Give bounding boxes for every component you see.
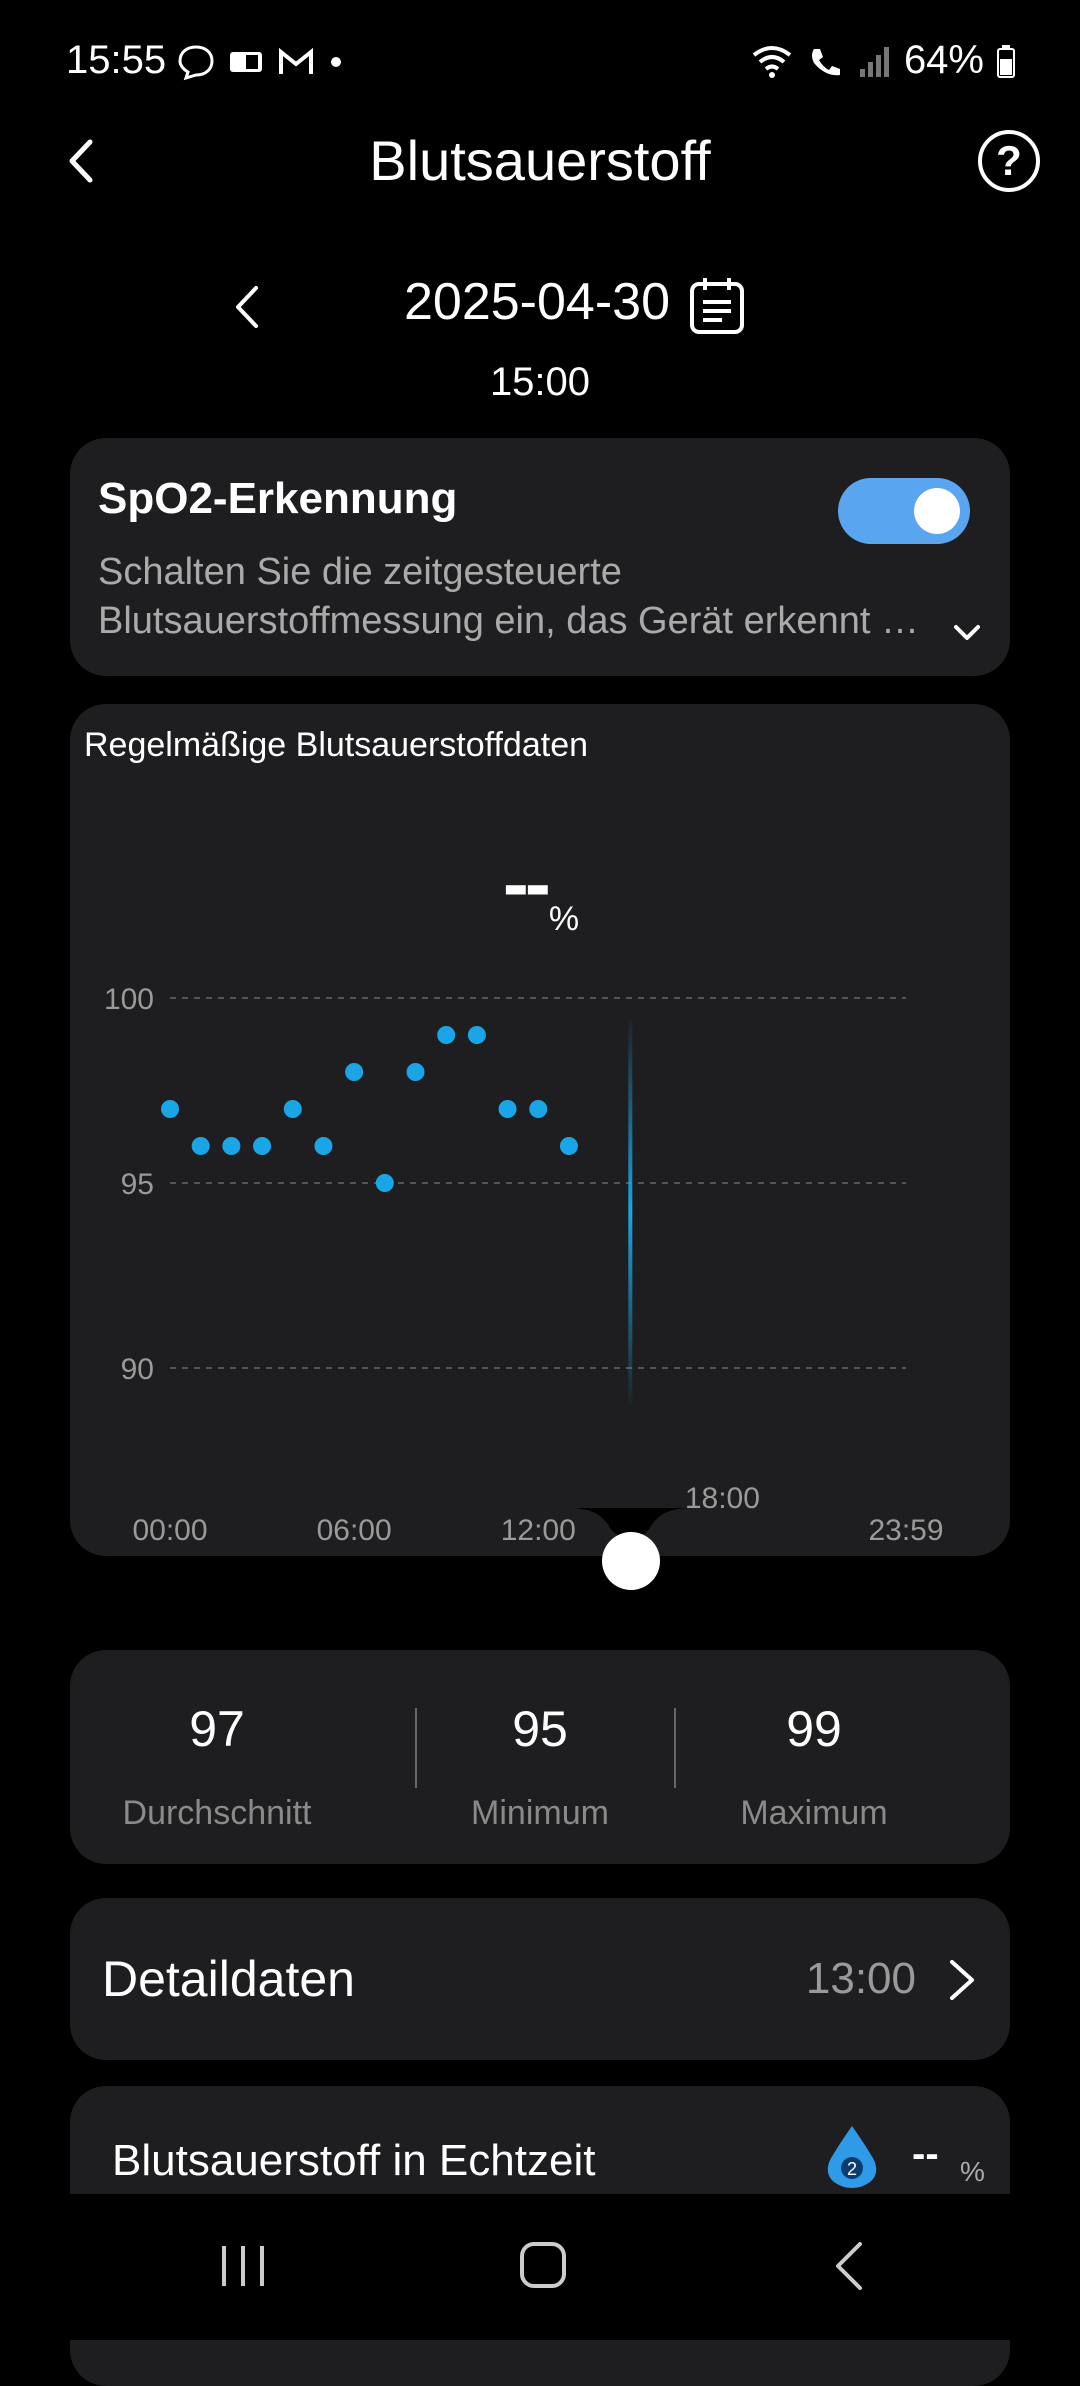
- stat-maximum-value: 99: [786, 1701, 842, 1757]
- chevron-right-icon: [950, 1960, 974, 2000]
- data-point: [345, 1063, 364, 1081]
- status-right: 64%: [750, 38, 1016, 83]
- stats-card: 97 Durchschnitt 95 Minimum 99 Maximum: [70, 1650, 1010, 1864]
- realtime-label: Blutsauerstoff in Echtzeit: [112, 2136, 596, 2185]
- x-tick-label: 23:59: [868, 1514, 943, 1547]
- y-tick-label: 95: [121, 1168, 154, 1201]
- card-icon: [230, 52, 262, 72]
- current-value-unit: %: [548, 900, 580, 938]
- spo2-detection-card: SpO2-Erkennung Schalten Sie die zeitgest…: [70, 438, 1010, 676]
- spo2-description: Schalten Sie die zeitgesteuerte Blutsaue…: [98, 548, 958, 646]
- nav-back-icon[interactable]: [830, 2240, 870, 2292]
- divider: [674, 1708, 676, 1788]
- stat-average-value: 97: [189, 1701, 245, 1757]
- x-tick-label: 06:00: [317, 1514, 392, 1547]
- selected-date[interactable]: 2025-04-30: [404, 273, 670, 331]
- stat-average-label: Durchschnitt: [122, 1794, 312, 1832]
- data-point: [161, 1100, 179, 1118]
- page-title: Blutsauerstoff: [369, 129, 711, 192]
- wifi-call-icon: [811, 48, 840, 75]
- x-tick-label: 12:00: [501, 1514, 576, 1547]
- stat-minimum-value: 95: [512, 1701, 568, 1757]
- gmail-icon: [279, 47, 313, 74]
- data-point: [406, 1063, 425, 1081]
- blood-drop-icon: 2: [827, 2126, 877, 2188]
- battery-icon: [997, 44, 1015, 78]
- data-point: [191, 1137, 210, 1155]
- calendar-icon[interactable]: [688, 276, 746, 336]
- realtime-value: --: [912, 2132, 939, 2176]
- spo2-description-line2: Blutsauerstoffmessung ein, das Gerät erk…: [98, 600, 938, 642]
- x-tick-label: 18:00: [685, 1482, 760, 1515]
- current-value: --%: [70, 838, 1010, 938]
- data-point: [253, 1137, 272, 1155]
- realtime-unit: %: [960, 2156, 985, 2187]
- back-arrow-icon[interactable]: [58, 136, 108, 186]
- data-point: [467, 1026, 486, 1044]
- detail-data-row[interactable]: Detaildaten 13:00: [70, 1898, 1010, 2060]
- selected-time: 15:00: [489, 360, 591, 404]
- toggle-knob: [914, 488, 960, 534]
- signal-icon: [859, 46, 889, 77]
- help-icon[interactable]: ?: [978, 130, 1040, 192]
- system-nav-bar: [0, 2194, 1080, 2340]
- y-tick-label: 100: [104, 983, 154, 1016]
- previous-date-icon[interactable]: [228, 282, 268, 332]
- data-point: [375, 1174, 394, 1192]
- spo2-title: SpO2-Erkennung: [98, 474, 458, 523]
- status-time: 15:55: [66, 38, 167, 82]
- home-icon[interactable]: [518, 2238, 568, 2290]
- data-point: [559, 1137, 578, 1155]
- data-point: [498, 1100, 517, 1118]
- data-point: [529, 1100, 548, 1118]
- data-point: [437, 1026, 456, 1044]
- battery-percent: 64%: [903, 38, 984, 82]
- x-tick-label: 00:00: [132, 1514, 207, 1547]
- detail-time: 13:00: [805, 1954, 916, 2003]
- chart-notch: [570, 1508, 690, 1540]
- spo2-toggle[interactable]: [838, 478, 970, 544]
- data-point: [283, 1100, 302, 1118]
- notification-icons: [176, 42, 346, 82]
- y-tick-label: 90: [121, 1353, 154, 1386]
- recents-icon[interactable]: [218, 2240, 268, 2292]
- chat-bubble-icon: [178, 45, 214, 81]
- data-point: [222, 1137, 241, 1155]
- drop-badge-number: 2: [847, 2159, 857, 2179]
- status-bar: 15:55 64%: [0, 0, 1080, 120]
- current-value-number: --: [502, 839, 551, 927]
- chart-title: Regelmäßige Blutsauerstoffdaten: [84, 726, 589, 764]
- chevron-down-icon[interactable]: [950, 616, 984, 650]
- data-point: [314, 1137, 333, 1155]
- chart-card: Regelmäßige Blutsauerstoffdaten --% 100 9…: [70, 704, 1010, 1556]
- cursor-line: [628, 1014, 633, 1410]
- wifi-icon: [752, 45, 792, 78]
- spo2-chart[interactable]: 100 95 90 00:00 06:00 12:00 18:00 23:59: [70, 704, 1010, 1556]
- divider: [415, 1708, 417, 1788]
- spo2-description-line1: Schalten Sie die zeitgesteuerte: [98, 551, 622, 593]
- dot-icon: [331, 57, 341, 67]
- timeline-slider-handle[interactable]: [602, 1532, 660, 1590]
- stat-minimum-label: Minimum: [471, 1794, 609, 1832]
- stat-maximum-label: Maximum: [740, 1794, 888, 1832]
- detail-label: Detaildaten: [102, 1951, 355, 2007]
